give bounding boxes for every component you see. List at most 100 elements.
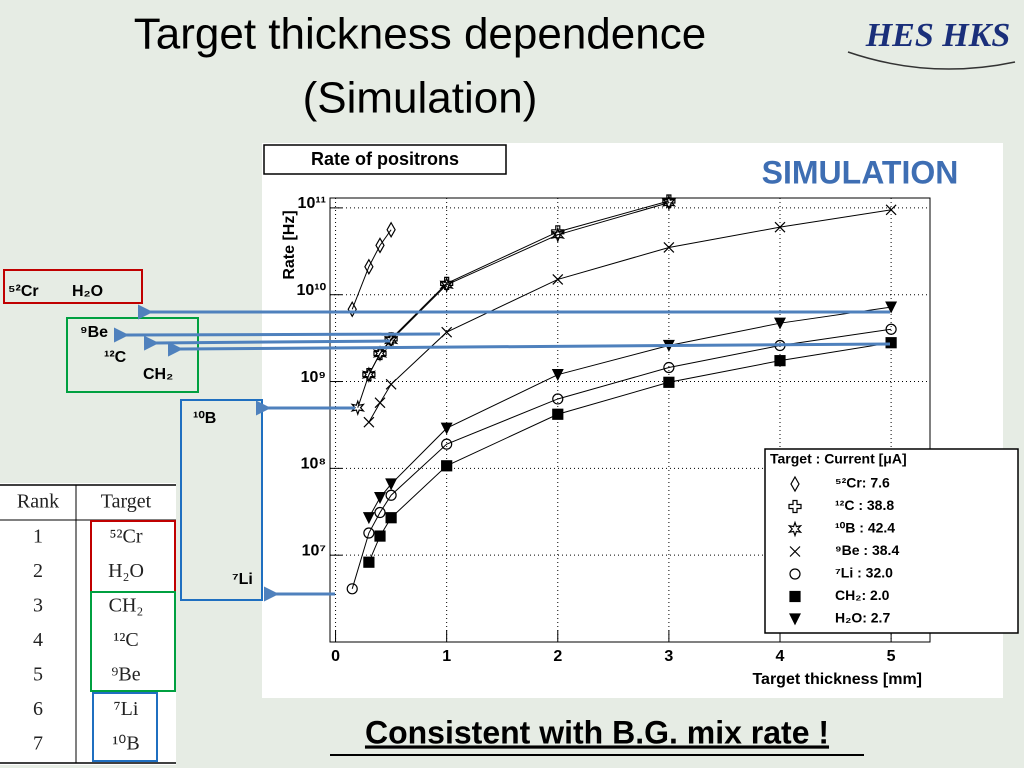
marker [885,301,898,314]
x-tick-label: 0 [331,648,340,665]
legend-label: ⁵²Cr: 7.6 [835,475,890,491]
x-tick-label: 2 [553,648,562,665]
legend-label: CH₂: 2.0 [835,587,890,603]
target-label: CH₂ [143,366,173,383]
target-label: ⁹Be [80,324,108,341]
legend-title: Target : Current [μA] [770,451,907,467]
marker [774,355,786,367]
target-label: H₂O [72,283,103,300]
table-cell: H₂O [108,560,144,582]
marker [440,422,453,435]
x-tick-label: 5 [887,648,896,665]
marker [550,226,566,244]
y-tick-label: 10⁷ [302,542,326,559]
marker [661,194,677,211]
marker [363,556,375,568]
marker [789,590,801,603]
marker [441,326,453,338]
marker [663,242,675,253]
marker [385,512,397,524]
fit-line [351,229,392,310]
marker [386,221,396,238]
marker [552,274,564,285]
marker [789,568,801,580]
footer: Consistent with B.G. mix rate ! [365,714,829,750]
slide-title: Target thickness dependence [134,10,706,59]
marker [774,317,786,330]
table-cell: CH₂ [109,595,144,617]
legend-label: ⁹Be : 38.4 [835,542,899,558]
marker [663,376,675,388]
fit-line [351,328,892,589]
marker [551,369,564,382]
target-label: ¹²C [104,349,127,366]
marker [374,492,386,504]
marker [788,499,802,514]
y-tick-label: 10⁸ [301,456,326,473]
green-box [66,317,199,393]
marker [363,416,375,428]
marker [552,393,564,405]
table-cell: 2 [33,560,43,582]
marker [375,237,385,254]
marker [385,378,397,390]
marker [441,460,453,472]
marker [362,512,375,525]
marker [439,276,454,294]
table-bg [0,483,176,765]
table-cell: ¹²C [113,629,138,651]
blue-box [180,399,263,601]
marker [374,506,386,519]
marker [346,583,358,595]
marker [364,258,374,275]
logo: HES HKS [865,17,1011,54]
chart-title: Rate of positrons [311,149,459,169]
y-tick-label: 10⁹ [301,369,326,386]
plot-frame [329,197,931,643]
marker [663,361,675,374]
legend-label: ⁷Li : 32.0 [835,565,893,581]
y-axis-label: Rate [Hz] [281,210,298,279]
x-axis-label: Target thickness [mm] [752,671,922,688]
marker [885,204,897,216]
marker [350,399,366,417]
logo-swoosh [847,51,1016,70]
table-cell: 3 [33,595,43,617]
y-tick-label: 10¹⁰ [296,282,326,299]
target-label: ⁷Li [232,571,253,588]
x-tick-label: 4 [776,648,785,665]
marker [790,475,800,493]
marker [552,408,564,420]
marker [374,397,386,409]
table-cell: 4 [33,629,43,651]
table-cell: 1 [33,526,43,548]
table-cell: 5 [33,664,43,686]
table-cell: 6 [33,698,43,720]
rank-table: Rank Target 1 ⁵²Cr 2 H₂O 3 CH₂ 4 ¹²C 5 ⁹Be 6 ⁷Li 7 ¹⁰… [0,483,176,765]
table-cell: ⁹Be [111,664,140,686]
plot: 10⁷ 10⁸ 10⁹ 10¹⁰ 10¹¹ 0 1 2 3 4 5 [296,194,931,665]
table-header: Rank [17,491,59,513]
legend-label: ¹⁰B : 42.4 [835,520,895,536]
legend-label: ¹²C : 38.8 [835,497,894,513]
marker [363,527,375,539]
marker [787,520,803,538]
table-cell: 7 [33,733,43,755]
marker [774,221,786,233]
table-cell: ⁷Li [114,698,139,720]
x-tick-label: 1 [442,648,451,665]
target-label: ⁵²Cr [8,283,39,300]
x-tick-label: 3 [664,648,673,665]
table-header: Target [101,491,152,513]
legend-box [764,448,1019,634]
red-box [3,269,143,304]
legend-label: H₂O: 2.7 [835,610,890,626]
marker [372,345,388,362]
target-label: ¹⁰B [193,410,216,427]
arrows [113,304,891,602]
fit-line [368,209,892,423]
marker [789,546,801,557]
chart-title-box [263,144,507,175]
marker [789,613,801,626]
